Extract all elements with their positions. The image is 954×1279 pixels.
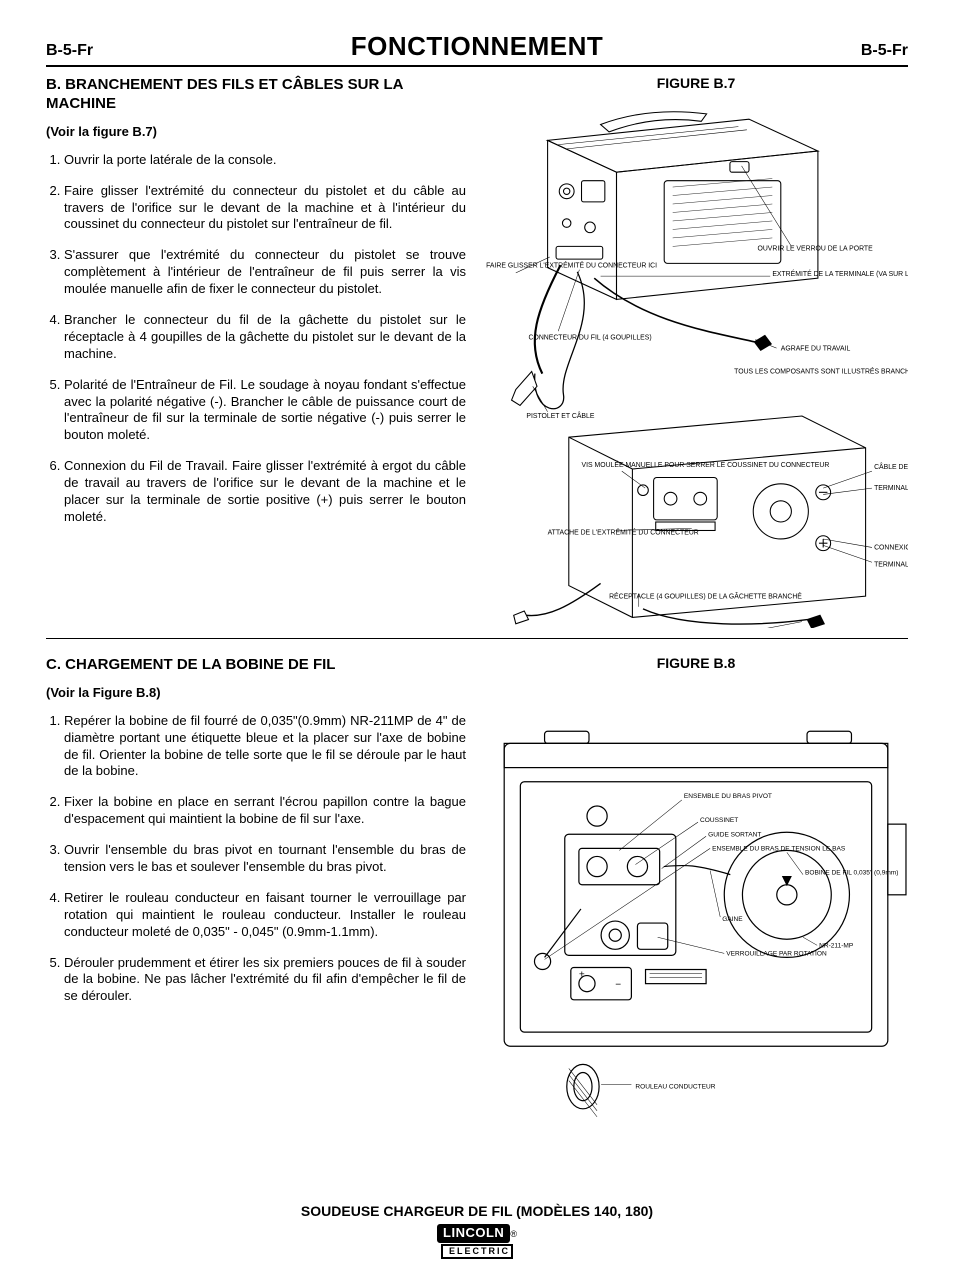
page-header: B-5-Fr FONCTIONNEMENT B-5-Fr (46, 30, 908, 67)
svg-text:OUVRIR LE VERROU DE LA PORTE: OUVRIR LE VERROU DE LA PORTE (757, 246, 873, 253)
section-b-row: B. BRANCHEMENT DES FILS ET CÂBLES SUR LA… (46, 75, 908, 629)
label-thumbscrew: VIS MOULÉE MANUELLE POUR SERRER LE COUSS… (582, 460, 830, 469)
svg-text:COUSSINET: COUSSINET (700, 817, 738, 824)
step-c2: Fixer la bobine en place en serrant l'éc… (64, 794, 466, 828)
brand-logo: LINCOLN® ELECTRIC (437, 1224, 517, 1259)
footer-model-line: SOUDEUSE CHARGEUR DE FIL (MODÈLES 140, 1… (46, 1203, 908, 1221)
figure-b8-title: FIGURE B.8 (484, 655, 908, 673)
step-c1: Repérer la bobine de fil fourré de 0,035… (64, 713, 466, 781)
svg-text:TERMINALE DE SORTIE NÉGATIVE (: TERMINALE DE SORTIE NÉGATIVE (-) (874, 483, 908, 492)
header-right-code: B-5-Fr (861, 41, 908, 61)
label-short-power: CÂBLE DE PUISSANCE COURT (874, 462, 908, 471)
label-pos-terminal: TERMINALE DE SORTIE POSITIVE (+) (874, 562, 908, 569)
svg-text:ROULEAU CONDUCTEUR: ROULEAU CONDUCTEUR (635, 1083, 715, 1090)
label-spool: BOBINE DE FIL 0,035" (0,9mm) (805, 869, 898, 876)
section-divider (46, 638, 908, 639)
svg-text:AGRAFE DU TRAVAIL: AGRAFE DU TRAVAIL (781, 345, 851, 352)
svg-text:CONNEXION DU FIL DE TRAVAIL: CONNEXION DU FIL DE TRAVAIL (874, 545, 908, 552)
label-nr211: NR-211-MP (819, 942, 854, 949)
figure-b8-diagram: + − (484, 703, 908, 1167)
label-gun-cable: PISTOLET ET CÂBLE (526, 411, 594, 420)
page-footer: SOUDEUSE CHARGEUR DE FIL (MODÈLES 140, 1… (46, 1203, 908, 1259)
svg-text:TERMINALE DE SORTIE POSITIVE (: TERMINALE DE SORTIE POSITIVE (+) (874, 562, 908, 569)
label-bushing: COUSSINET (700, 817, 738, 824)
step-c4: Retirer le rouleau conducteur en faisant… (64, 890, 466, 941)
label-wire-conn: CONNECTEUR DU FIL (4 GOUPILLES) (529, 335, 652, 342)
svg-text:VERROUILLAGE PAR ROTATION: VERROUILLAGE PAR ROTATION (726, 950, 827, 957)
label-receptacle: RÉCEPTACLE (4 GOUPILLES) DE LA GÂCHETTE … (609, 591, 802, 600)
label-drive-roll: ROULEAU CONDUCTEUR (635, 1083, 715, 1090)
label-work-wire: CONNEXION DU FIL DE TRAVAIL (874, 545, 908, 552)
section-c-row: C. CHARGEMENT DE LA BOBINE DE FIL (Voir … (46, 655, 908, 1167)
label-twist-lock: VERROUILLAGE PAR ROTATION (726, 950, 827, 957)
label-liner: GAINE (722, 916, 743, 923)
step-b6: Connexion du Fil de Travail. Faire gliss… (64, 458, 466, 526)
svg-text:+: + (579, 969, 585, 980)
step-b3: S'assurer que l'extrémité du connecteur … (64, 247, 466, 298)
svg-text:CONNECTEUR DU FIL (4 GOUPILLES: CONNECTEUR DU FIL (4 GOUPILLES) (529, 335, 652, 342)
label-work-clamp: AGRAFE DU TRAVAIL (781, 345, 851, 352)
svg-text:CÂBLE DE PUISSANCE COURT: CÂBLE DE PUISSANCE COURT (874, 462, 908, 471)
brand-top-text: LINCOLN (437, 1224, 510, 1242)
label-tension-arm: ENSEMBLE DU BRAS DE TENSION LE BAS (712, 845, 846, 852)
section-c-heading: C. CHARGEMENT DE LA BOBINE DE FIL (46, 655, 466, 675)
svg-text:TOUS LES COMPOSANTS SONT ILLUS: TOUS LES COMPOSANTS SONT ILLUSTRÉS BRANC… (734, 367, 908, 376)
svg-text:ENSEMBLE DU BRAS DE TENSION LE: ENSEMBLE DU BRAS DE TENSION LE BAS (712, 845, 846, 852)
label-terminal-end: EXTRÉMITÉ DE LA TERMINALE (VA SUR L'INTÉ… (772, 269, 908, 278)
header-title: FONCTIONNEMENT (351, 30, 604, 63)
svg-text:GAINE: GAINE (722, 916, 743, 923)
section-c-steps: Repérer la bobine de fil fourré de 0,035… (46, 713, 466, 1005)
svg-text:BOBINE DE FIL 0,035" (0,9mm): BOBINE DE FIL 0,035" (0,9mm) (805, 869, 898, 876)
section-b-heading: B. BRANCHEMENT DES FILS ET CÂBLES SUR LA… (46, 75, 466, 114)
svg-text:VIS MOULÉE MANUELLE POUR SERRE: VIS MOULÉE MANUELLE POUR SERRER LE COUSS… (582, 460, 830, 469)
label-open-latch: OUVRIR LE VERROU DE LA PORTE (757, 246, 873, 253)
svg-text:NR-211-MP: NR-211-MP (819, 942, 854, 949)
header-left-code: B-5-Fr (46, 41, 93, 61)
svg-text:−: − (615, 979, 621, 990)
svg-text:ATTACHE DE L'EXTRÉMITÉ DU CONN: ATTACHE DE L'EXTRÉMITÉ DU CONNECTEUR (548, 528, 699, 537)
section-b-text: B. BRANCHEMENT DES FILS ET CÂBLES SUR LA… (46, 75, 466, 629)
svg-text:EXTRÉMITÉ DE LA TERMINALE (VA: EXTRÉMITÉ DE LA TERMINALE (VA SUR L'INTÉ… (772, 269, 908, 278)
step-b2: Faire glisser l'extrémité du connecteur … (64, 183, 466, 234)
step-b4: Brancher le connecteur du fil de la gâch… (64, 312, 466, 363)
label-neg-terminal: TERMINALE DE SORTIE NÉGATIVE (-) (874, 483, 908, 492)
svg-text:FAIRE GLISSER L'EXTRÉMITÉ DU C: FAIRE GLISSER L'EXTRÉMITÉ DU CONNECTEUR … (486, 261, 657, 270)
label-pivot-arm: ENSEMBLE DU BRAS PIVOT (684, 792, 772, 799)
figure-b8-column: FIGURE B.8 (484, 655, 908, 1167)
section-b-figure-ref: (Voir la figure B.7) (46, 124, 466, 140)
figure-b7-diagram: FAIRE GLISSER L'EXTRÉMITÉ DU CONNECTEUR … (484, 98, 908, 628)
figure-b7-column: FIGURE B.7 (484, 75, 908, 629)
svg-text:ENSEMBLE DU BRAS PIVOT: ENSEMBLE DU BRAS PIVOT (684, 792, 772, 799)
section-c-text: C. CHARGEMENT DE LA BOBINE DE FIL (Voir … (46, 655, 466, 1167)
label-conn-end-clip: ATTACHE DE L'EXTRÉMITÉ DU CONNECTEUR (548, 528, 699, 537)
svg-text:PISTOLET ET CÂBLE: PISTOLET ET CÂBLE (526, 411, 594, 420)
step-b1: Ouvrir la porte latérale de la console. (64, 152, 466, 169)
svg-text:GUIDE SORTANT: GUIDE SORTANT (708, 831, 761, 838)
step-c5: Dérouler prudemment et étirer les six pr… (64, 955, 466, 1006)
step-c3: Ouvrir l'ensemble du bras pivot en tourn… (64, 842, 466, 876)
section-b-steps: Ouvrir la porte latérale de la console. … (46, 152, 466, 526)
svg-text:RÉCEPTACLE (4 GOUPILLES) DE LA: RÉCEPTACLE (4 GOUPILLES) DE LA GÂCHETTE … (609, 591, 802, 600)
figure-b7-title: FIGURE B.7 (484, 75, 908, 93)
label-all-shown: TOUS LES COMPOSANTS SONT ILLUSTRÉS BRANC… (734, 367, 908, 376)
step-b5: Polarité de l'Entraîneur de Fil. Le soud… (64, 377, 466, 445)
section-c-figure-ref: (Voir la Figure B.8) (46, 685, 466, 701)
label-slide-end: FAIRE GLISSER L'EXTRÉMITÉ DU CONNECTEUR … (486, 261, 657, 270)
brand-bottom-text: ELECTRIC (441, 1244, 513, 1259)
label-out-guide: GUIDE SORTANT (708, 831, 761, 838)
